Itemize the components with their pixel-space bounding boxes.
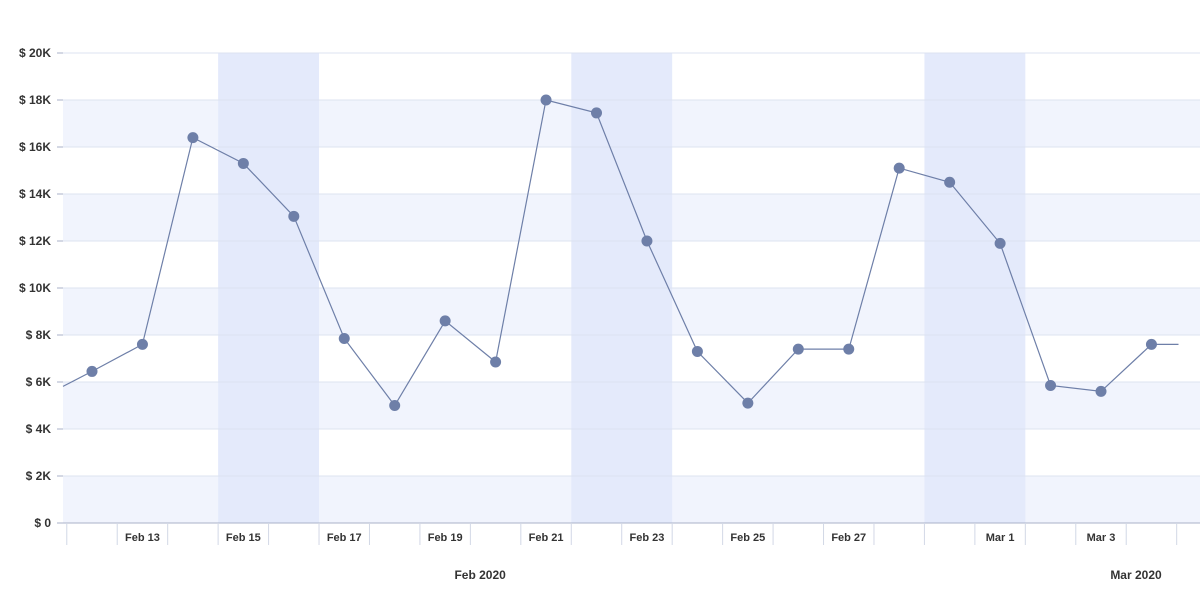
- ytick-label: $ 10K: [19, 281, 51, 295]
- axes: [57, 52, 1200, 545]
- data-point: [540, 94, 552, 106]
- series-line: [62, 99, 1179, 407]
- xtick-label: Feb 17: [327, 532, 362, 544]
- ytick-label: $ 18K: [19, 93, 51, 107]
- data-point: [641, 235, 653, 247]
- data-point: [439, 315, 451, 327]
- xtick-label: Mar 1: [986, 532, 1015, 544]
- xtick-label: Feb 13: [125, 532, 160, 544]
- ytick-label: $ 4K: [26, 422, 52, 436]
- data-point: [994, 237, 1006, 249]
- data-point: [136, 338, 148, 350]
- data-point: [893, 162, 905, 174]
- ytick-label: $ 8K: [26, 328, 52, 342]
- month-label: Feb 2020: [454, 568, 506, 582]
- data-point: [490, 356, 502, 368]
- data-point: [843, 343, 855, 355]
- axis-labels: $ 0 $ 2K $ 4K $ 6K $ 8K $ 10K $ 12K $ 14K $ 16K $…: [19, 46, 1162, 582]
- data-point: [742, 397, 754, 409]
- series: [62, 94, 1179, 411]
- ytick-label: $ 14K: [19, 187, 51, 201]
- xtick-label: Feb 19: [428, 532, 463, 544]
- xtick-label: Feb 21: [529, 532, 564, 544]
- data-point: [1145, 338, 1157, 350]
- data-point: [86, 365, 98, 377]
- xtick-label: Feb 23: [630, 532, 665, 544]
- ytick-label: $ 0: [34, 516, 51, 530]
- ytick-label: $ 2K: [26, 469, 52, 483]
- xtick-label: Feb 27: [831, 532, 866, 544]
- xtick-label: Feb 25: [730, 532, 765, 544]
- data-point: [944, 176, 956, 188]
- data-point: [591, 107, 602, 119]
- ytick-label: $ 20K: [19, 46, 51, 60]
- ytick-label: $ 6K: [26, 375, 52, 389]
- data-point: [187, 132, 199, 144]
- data-point: [792, 343, 804, 355]
- data-point: [389, 400, 401, 411]
- ytick-label: $ 12K: [19, 234, 51, 248]
- data-point: [338, 333, 350, 345]
- data-point: [288, 210, 300, 222]
- xtick-label: Feb 15: [226, 532, 261, 544]
- data-point: [691, 345, 703, 357]
- xtick-label: Mar 3: [1087, 532, 1116, 544]
- ytick-label: $ 16K: [19, 140, 51, 154]
- month-label: Mar 2020: [1110, 568, 1162, 582]
- data-point: [1095, 385, 1107, 397]
- data-point: [1045, 380, 1057, 392]
- data-point: [237, 157, 249, 169]
